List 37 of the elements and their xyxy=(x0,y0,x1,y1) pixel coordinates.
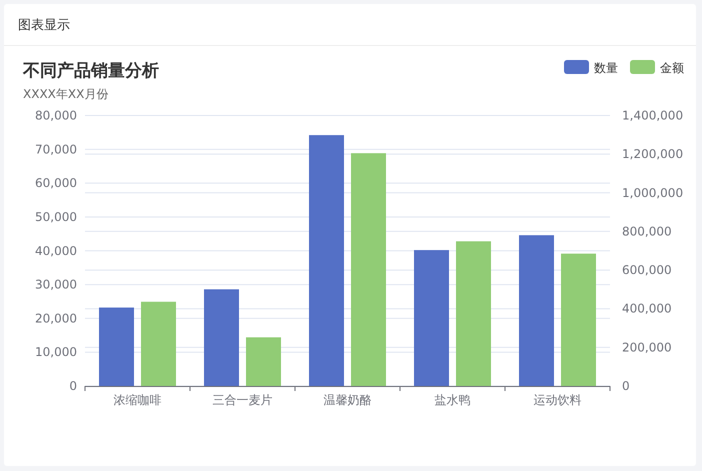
bar xyxy=(204,289,239,386)
y-tick-label: 80,000 xyxy=(35,108,77,122)
y-tick-label: 10,000 xyxy=(35,345,77,360)
y2-tick-label: 600,000 xyxy=(622,263,672,278)
bar xyxy=(561,254,596,386)
x-tick-label: 温馨奶酪 xyxy=(324,393,372,407)
y2-tick-label: 200,000 xyxy=(622,340,672,354)
y2-tick-label: 1,400,000 xyxy=(622,108,684,122)
y2-tick-label: 800,000 xyxy=(622,224,672,238)
legend-label: 数量 xyxy=(594,61,618,75)
bar xyxy=(99,308,134,386)
bar xyxy=(246,337,281,386)
y2-tick-label: 1,000,000 xyxy=(622,186,684,200)
bar xyxy=(309,135,344,386)
y-tick-label: 0 xyxy=(69,379,77,393)
x-tick-label: 盐水鸭 xyxy=(434,393,470,407)
y2-tick-label: 1,200,000 xyxy=(622,147,684,162)
text: 图表显示 xyxy=(18,18,70,33)
x-tick-label: 运动饮料 xyxy=(534,393,582,407)
y2-tick-label: 400,000 xyxy=(622,302,672,316)
bar xyxy=(351,153,386,386)
y-tick-label: 70,000 xyxy=(35,142,77,156)
chart-title: 不同产品销量分析 xyxy=(22,61,159,81)
bar xyxy=(519,235,554,386)
y-tick-label: 20,000 xyxy=(35,311,77,326)
y-tick-label: 60,000 xyxy=(35,176,77,190)
x-tick-label: 三合一麦片 xyxy=(212,393,272,407)
legend-label: 金额 xyxy=(660,61,684,75)
chart-subtitle: XXXX年XX月份 xyxy=(23,87,108,101)
x-tick-label: 浓缩咖啡 xyxy=(114,393,162,407)
y-tick-label: 30,000 xyxy=(35,278,77,292)
y2-tick-label: 0 xyxy=(622,379,630,393)
bar xyxy=(414,250,449,386)
bar xyxy=(456,241,491,386)
bar xyxy=(141,302,176,386)
y-tick-label: 40,000 xyxy=(35,244,77,258)
y-tick-label: 50,000 xyxy=(35,210,77,224)
